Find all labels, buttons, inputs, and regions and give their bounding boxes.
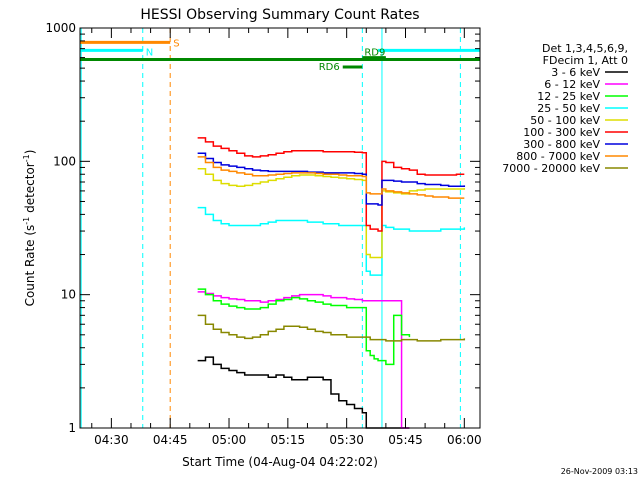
flag-label-4: RD6: [319, 62, 340, 73]
flag-label-5: RD9: [364, 48, 385, 59]
legend-label-1: 6 - 12 keV: [544, 78, 600, 91]
timestamp: 26-Nov-2009 03:13: [561, 467, 638, 476]
legend-label-2: 12 - 25 keV: [537, 90, 600, 103]
series-line-5: [197, 137, 465, 232]
y-tick-label-3: 1000: [45, 21, 76, 35]
flag-label-1: N: [146, 47, 153, 58]
x-axis-label: Start Time (04-Aug-04 04:22:02): [182, 455, 378, 469]
legend-label-8: 7000 - 20000 keV: [502, 162, 600, 175]
series-line-6: [197, 152, 466, 206]
series-line-3: [197, 206, 466, 276]
x-tick-label-5: 05:45: [388, 433, 423, 447]
axes-frame: [79, 27, 481, 429]
legend-label-3: 25 - 50 keV: [537, 102, 600, 115]
legend-label-4: 50 - 100 keV: [530, 114, 600, 127]
series-line-1: [197, 291, 410, 429]
legend-label-0: 3 - 6 keV: [551, 66, 600, 79]
y-tick-label-2: 100: [53, 154, 76, 168]
y-tick-label-1: 10: [61, 288, 76, 302]
legend-header-line-2: FDecim 1, Att 0: [543, 54, 628, 67]
x-tick-label-6: 06:00: [447, 433, 482, 447]
legend-header-line-1: Det 1,3,4,5,6,9,: [542, 42, 628, 55]
series-line-0: [197, 356, 410, 429]
series-line-4: [197, 167, 466, 259]
y-tick-label-0: 1: [68, 421, 76, 435]
plot-area: S N RD6 RD9 1 10 100 1000 04:30 04:45 05:00 05:15 05…: [45, 21, 481, 447]
series-line-2: [197, 288, 411, 366]
x-tick-label-3: 05:15: [271, 433, 306, 447]
legend-label-5: 100 - 300 keV: [523, 126, 600, 139]
x-tick-label-1: 04:45: [153, 433, 188, 447]
legend-label-7: 800 - 7000 keV: [516, 150, 600, 163]
chart-title: HESSI Observing Summary Count Rates: [140, 7, 419, 23]
series-line-7: [197, 156, 465, 199]
x-tick-label-4: 05:30: [329, 433, 364, 447]
flag-label-0: S: [173, 38, 179, 49]
x-tick-label-0: 04:30: [94, 433, 129, 447]
y-axis-label: Count Rate (s-1 detector-1): [22, 150, 37, 307]
x-tick-label-2: 05:00: [212, 433, 247, 447]
legend-label-6: 300 - 800 keV: [523, 138, 600, 151]
series-line-8: [197, 314, 466, 342]
legend: Det 1,3,4,5,6,9, FDecim 1, Att 0 3 - 6 k…: [502, 42, 628, 175]
